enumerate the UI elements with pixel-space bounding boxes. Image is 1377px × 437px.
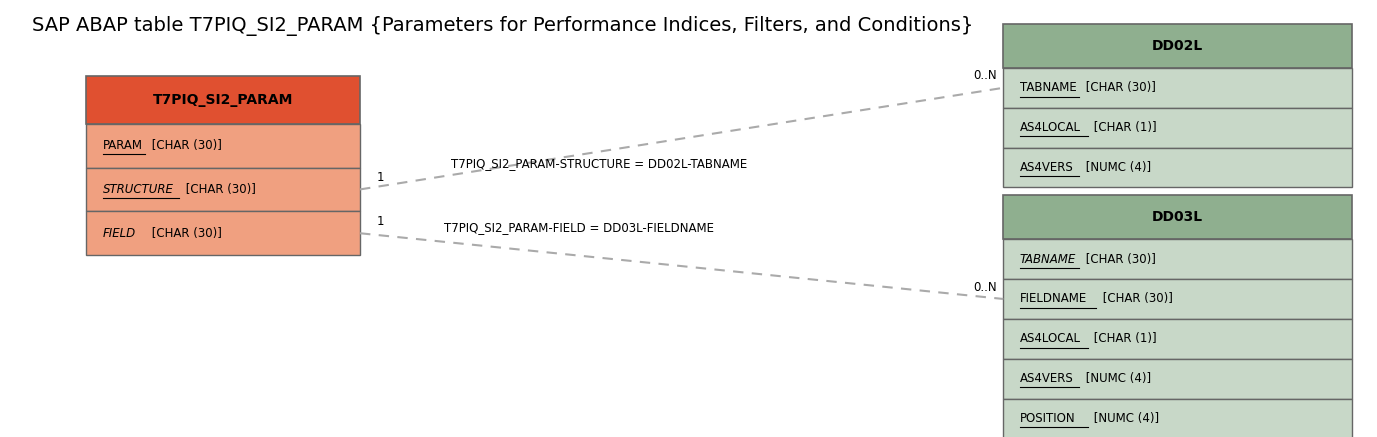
Bar (87, 212, 359, 255)
Text: T7PIQ_SI2_PARAM: T7PIQ_SI2_PARAM (153, 93, 293, 107)
Text: T7PIQ_SI2_PARAM-FIELD = DD03L-FIELDNAME: T7PIQ_SI2_PARAM-FIELD = DD03L-FIELDNAME (443, 221, 715, 234)
Bar (1004, 148, 1352, 187)
Bar (1004, 68, 1352, 108)
Text: [NUMC (4)]: [NUMC (4)] (1082, 161, 1151, 174)
Text: 0..N: 0..N (972, 281, 997, 294)
Text: T7PIQ_SI2_PARAM-STRUCTURE = DD02L-TABNAME: T7PIQ_SI2_PARAM-STRUCTURE = DD02L-TABNAM… (452, 157, 748, 170)
Bar (1004, 24, 1352, 68)
Text: TABNAME: TABNAME (1020, 81, 1077, 94)
Text: FIELD: FIELD (103, 227, 136, 240)
Bar (87, 124, 359, 167)
Bar (1004, 279, 1352, 319)
Text: SAP ABAP table T7PIQ_SI2_PARAM {Parameters for Performance Indices, Filters, and: SAP ABAP table T7PIQ_SI2_PARAM {Paramete… (32, 16, 974, 36)
Text: 0..N: 0..N (972, 69, 997, 83)
Text: POSITION: POSITION (1020, 412, 1075, 425)
Bar (87, 167, 359, 212)
Text: [CHAR (30)]: [CHAR (30)] (147, 139, 222, 152)
Text: 1: 1 (376, 215, 384, 228)
Text: 1: 1 (376, 171, 384, 184)
Bar (1004, 195, 1352, 239)
Text: AS4LOCAL: AS4LOCAL (1020, 332, 1081, 345)
Text: [CHAR (30)]: [CHAR (30)] (1082, 81, 1155, 94)
Text: AS4VERS: AS4VERS (1020, 161, 1074, 174)
Text: AS4VERS: AS4VERS (1020, 372, 1074, 385)
Text: [CHAR (1)]: [CHAR (1)] (1091, 121, 1157, 134)
Text: [CHAR (1)]: [CHAR (1)] (1091, 332, 1157, 345)
Text: [CHAR (30)]: [CHAR (30)] (182, 183, 256, 196)
Text: DD02L: DD02L (1153, 39, 1203, 53)
Bar (87, 76, 359, 124)
Bar (1004, 239, 1352, 279)
Bar (1004, 399, 1352, 437)
Bar (1004, 319, 1352, 359)
Text: [CHAR (30)]: [CHAR (30)] (1082, 253, 1155, 266)
Text: [NUMC (4)]: [NUMC (4)] (1091, 412, 1159, 425)
Text: STRUCTURE: STRUCTURE (103, 183, 174, 196)
Text: PARAM: PARAM (103, 139, 143, 152)
Text: DD03L: DD03L (1153, 210, 1203, 224)
Text: [CHAR (30)]: [CHAR (30)] (147, 227, 222, 240)
Text: TABNAME: TABNAME (1020, 253, 1075, 266)
Text: [NUMC (4)]: [NUMC (4)] (1082, 372, 1151, 385)
Text: AS4LOCAL: AS4LOCAL (1020, 121, 1081, 134)
Text: FIELDNAME: FIELDNAME (1020, 292, 1086, 305)
Text: [CHAR (30)]: [CHAR (30)] (1099, 292, 1173, 305)
Bar (1004, 359, 1352, 399)
Bar (1004, 108, 1352, 148)
